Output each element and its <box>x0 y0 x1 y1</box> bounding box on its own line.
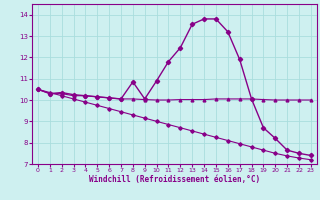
X-axis label: Windchill (Refroidissement éolien,°C): Windchill (Refroidissement éolien,°C) <box>89 175 260 184</box>
